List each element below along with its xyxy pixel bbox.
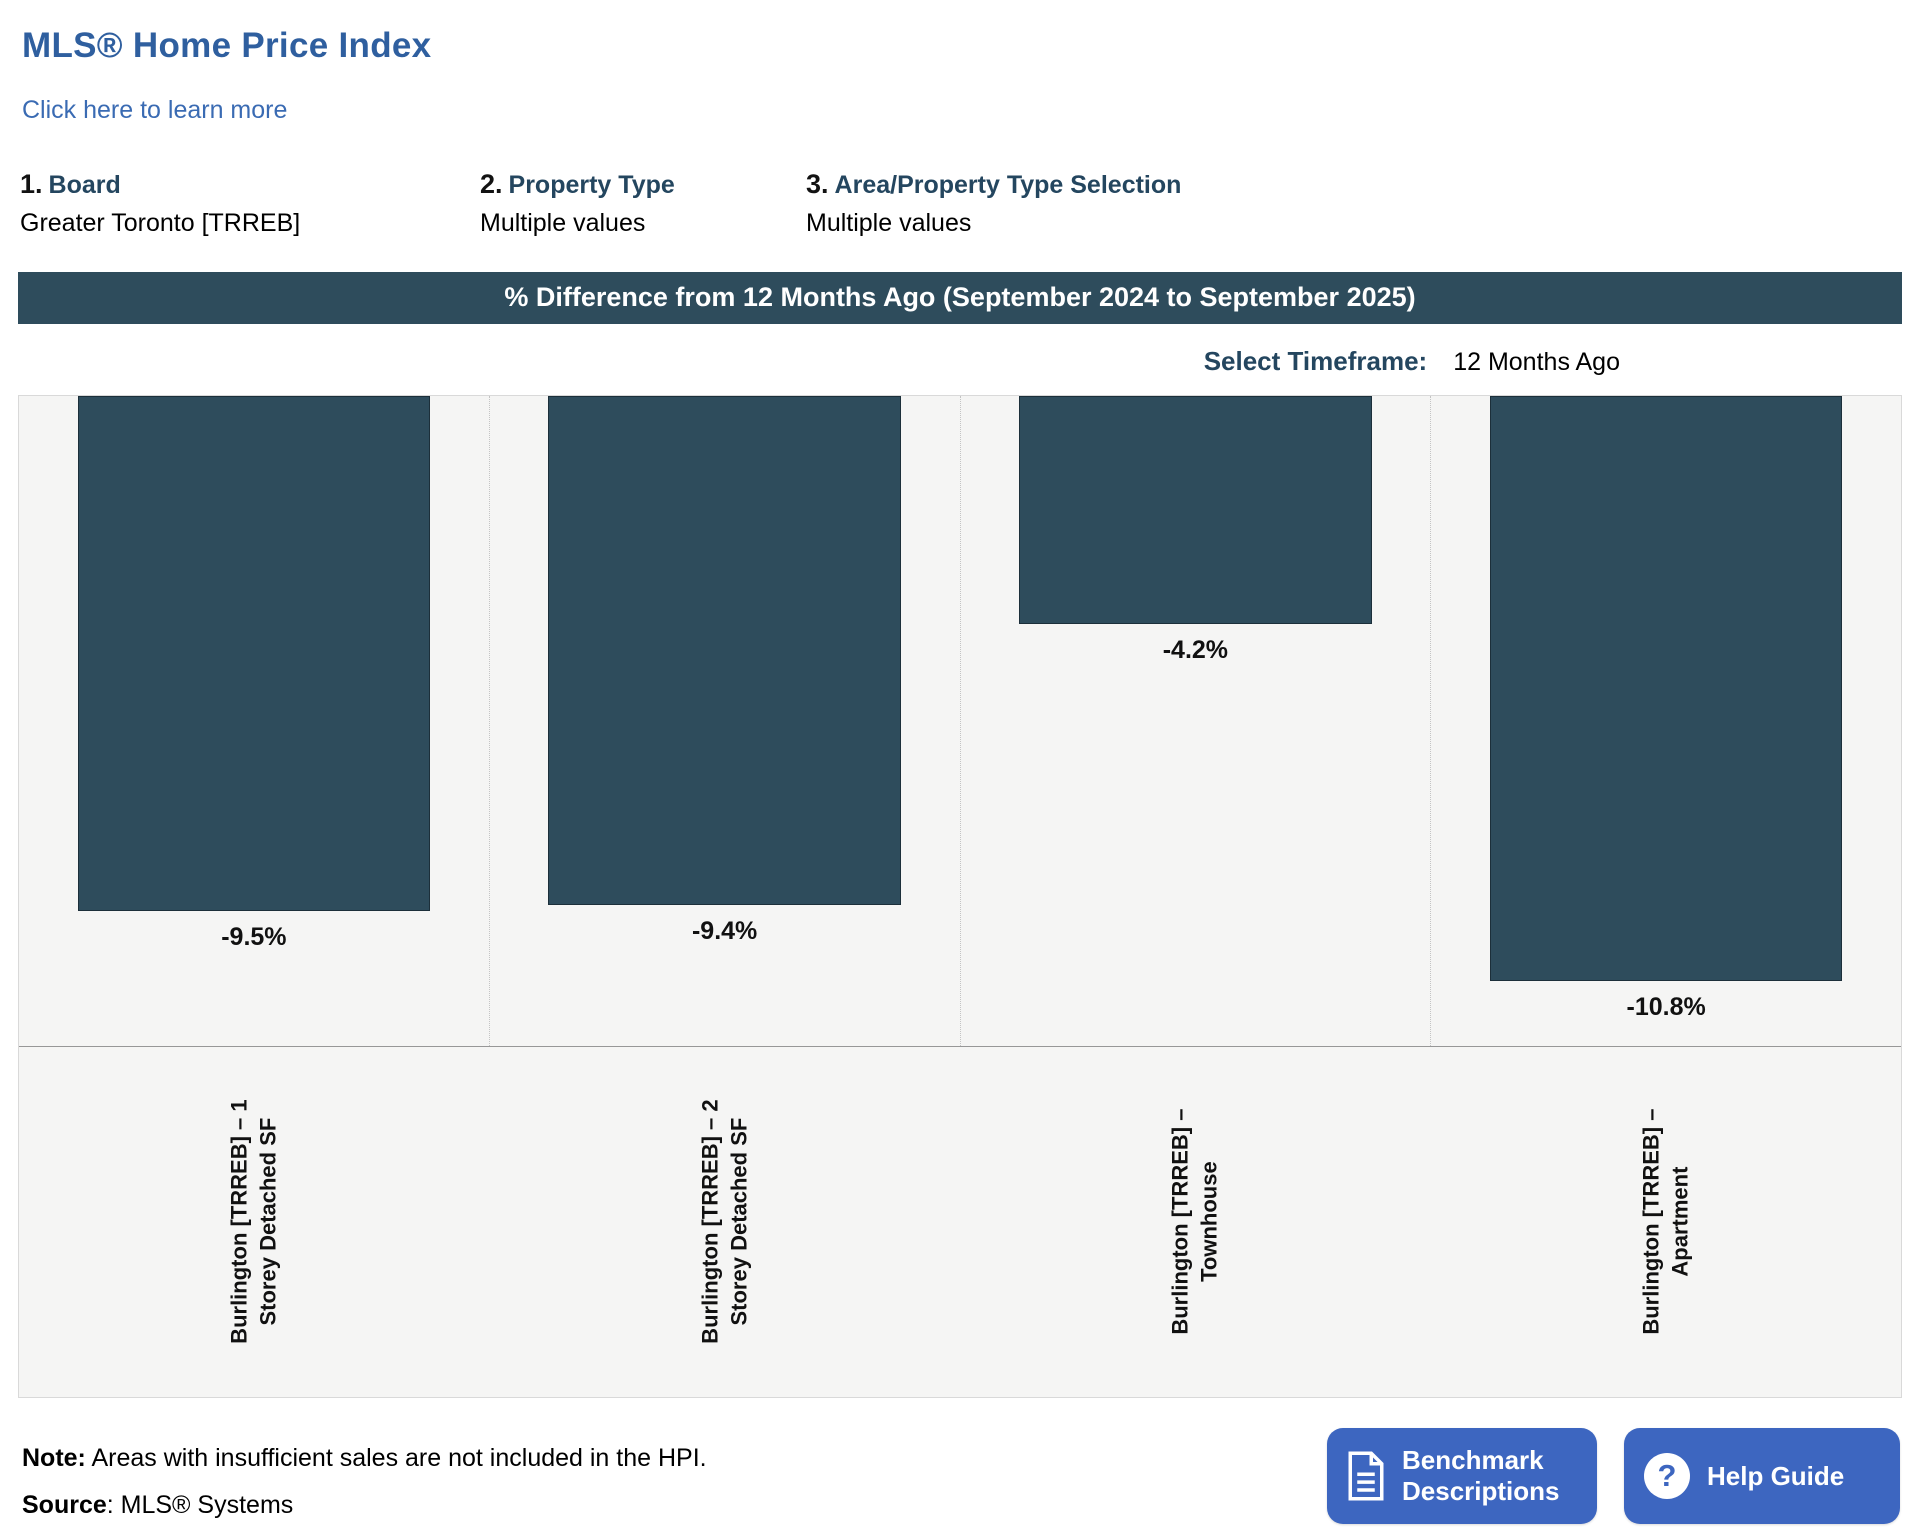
question-circle-icon: ? [1644,1453,1690,1499]
note-label: Note: [22,1444,86,1472]
chart-panel-3: -4.2% [959,396,1431,1046]
timeframe-control: Select Timeframe: 12 Months Ago [0,346,1920,377]
filter-board-number: 1. [20,169,43,199]
category-label-cell: Burlington [TRREB] – 1 Storey Detached S… [19,1047,490,1397]
header: MLS® Home Price Index Click here to lear… [0,0,1920,125]
chart-panel-2: -9.4% [488,396,960,1046]
bar-chart: -9.5% -9.4% -4.2% -10.8% Burlington [TRREB]… [18,395,1902,1398]
document-icon [1348,1451,1384,1501]
filter-area-selection-number: 3. [806,169,829,199]
category-axis: Burlington [TRREB] – 1 Storey Detached S… [19,1046,1901,1397]
help-guide-button[interactable]: ? Help Guide [1624,1428,1900,1524]
category-label: Burlington [TRREB] – 2 Storey Detached S… [697,1099,751,1345]
note-text: Note: Areas with insufficient sales are … [22,1444,707,1472]
filter-bar: 1. Board Greater Toronto [TRREB] 2. Proper… [20,169,1920,238]
chart-title-banner: % Difference from 12 Months Ago (Septemb… [18,272,1902,324]
filter-board: 1. Board Greater Toronto [TRREB] [20,169,480,238]
bar-value-label: -9.5% [221,922,287,951]
filter-property-type-value[interactable]: Multiple values [480,209,646,237]
learn-more-link[interactable]: Click here to learn more [22,96,288,124]
filter-property-type-label: 2. Property Type [480,169,675,199]
bar-mark-4[interactable] [1489,396,1843,981]
category-label-cell: Burlington [TRREB] – Apartment [1431,1047,1902,1397]
filter-area-selection-label: 3. Area/Property Type Selection [806,169,1182,199]
category-label: Burlington [TRREB] – Apartment [1638,1108,1692,1336]
chart-panel-4: -10.8% [1430,396,1901,1046]
chart-panel-1: -9.5% [19,396,489,1046]
timeframe-dropdown[interactable]: 12 Months Ago [1453,348,1620,376]
bar-mark-1[interactable] [77,396,431,911]
filter-board-value[interactable]: Greater Toronto [TRREB] [20,209,301,237]
category-label: Burlington [TRREB] – 1 Storey Detached S… [226,1099,281,1345]
bar-mark-3[interactable] [1019,396,1372,624]
plot-area: -9.5% -9.4% -4.2% -10.8% [19,396,1901,1046]
bar-mark-2[interactable] [548,396,901,906]
source-text: Source: MLS® Systems [22,1491,294,1519]
bar-value-label: -4.2% [1162,635,1229,664]
filter-property-type-number: 2. [480,169,503,199]
benchmark-descriptions-button[interactable]: Benchmark Descriptions [1327,1428,1597,1524]
filter-board-label: 1. Board [20,169,121,199]
benchmark-button-label: Benchmark Descriptions [1402,1445,1560,1506]
source-label: Source [22,1491,107,1519]
category-label-cell: Burlington [TRREB] – Townhouse [960,1047,1431,1397]
category-label-cell: Burlington [TRREB] – 2 Storey Detached S… [490,1047,961,1397]
timeframe-label: Select Timeframe: [1203,346,1428,376]
page-title: MLS® Home Price Index [22,26,432,65]
category-label: Burlington [TRREB] – Townhouse [1167,1108,1222,1336]
filter-area-selection: 3. Area/Property Type Selection Multiple … [806,169,1181,238]
filter-area-selection-value[interactable]: Multiple values [806,209,972,237]
bar-value-label: -10.8% [1626,993,1706,1021]
filter-property-type: 2. Property Type Multiple values [480,169,806,238]
bar-value-label: -9.4% [691,917,758,946]
help-button-label: Help Guide [1707,1460,1845,1491]
